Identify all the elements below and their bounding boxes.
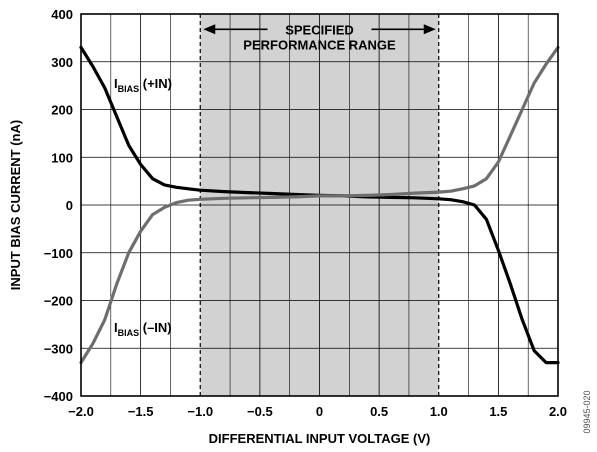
range-label-line1: SPECIFIED — [285, 22, 354, 37]
x-axis-title: DIFFERENTIAL INPUT VOLTAGE (V) — [209, 431, 431, 446]
y-tick-label: 0 — [66, 198, 73, 213]
x-tick-label: 1.0 — [430, 404, 448, 419]
x-tick-label: 1.5 — [489, 404, 507, 419]
plot-frame — [80, 13, 559, 397]
y-axis-title: INPUT BIAS CURRENT (nA) — [8, 120, 23, 290]
range-label-line2: PERFORMANCE RANGE — [243, 37, 396, 52]
range-arrowhead-left — [203, 24, 216, 35]
x-tick-label: −1.0 — [187, 404, 213, 419]
y-tick-label: 300 — [51, 55, 73, 70]
y-tick-label: −300 — [44, 341, 73, 356]
y-tick-label: 100 — [51, 150, 73, 165]
x-tick-label: −0.5 — [247, 404, 273, 419]
x-tick-label: −2.0 — [68, 404, 94, 419]
y-tick-label: −400 — [44, 389, 73, 404]
y-tick-label: 400 — [51, 7, 73, 22]
y-tick-label: −100 — [44, 246, 73, 261]
specified-range-annotation: SPECIFIED PERFORMANCE RANGE — [203, 22, 436, 52]
x-tick-label: 0.5 — [370, 404, 388, 419]
y-tick-label: −200 — [44, 294, 73, 309]
x-tick-label: −1.5 — [128, 404, 154, 419]
x-tick-label: 2.0 — [549, 404, 567, 419]
figure-code: 09945-020 — [582, 390, 592, 433]
series-line-minus-in — [79, 45, 560, 365]
series-label-minus-in: IBIAS (–IN) — [114, 320, 172, 338]
series-label-plus-in: IBIAS (+IN) — [114, 76, 172, 94]
x-tick-label: 0 — [316, 404, 323, 419]
range-arrowhead-right — [423, 24, 436, 35]
y-tick-label: 200 — [51, 103, 73, 118]
